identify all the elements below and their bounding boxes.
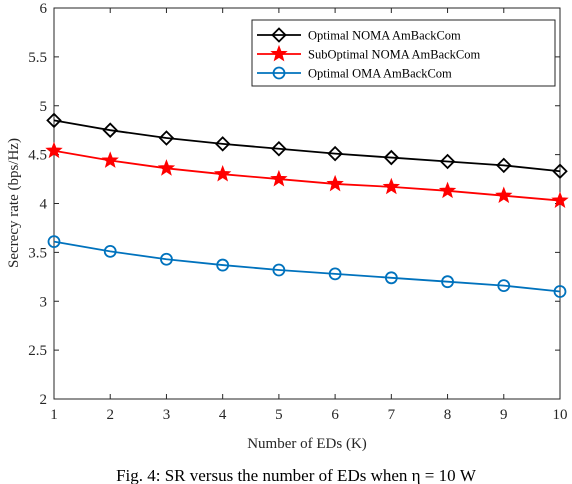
y-tick-label: 5 bbox=[40, 99, 48, 115]
legend-marker-diamond bbox=[271, 27, 287, 43]
x-tick-label: 8 bbox=[444, 407, 452, 423]
legend-label: SubOptimal NOMA AmBackCom bbox=[308, 48, 481, 62]
y-tick-label: 2 bbox=[40, 392, 48, 408]
series-line bbox=[53, 149, 561, 202]
data-point-diamond bbox=[439, 153, 456, 170]
legend-box bbox=[251, 19, 556, 87]
data-point-circle bbox=[216, 258, 230, 272]
legend-label: Optimal NOMA AmBackCom bbox=[308, 29, 461, 43]
legend-marker-star bbox=[270, 44, 288, 62]
data-point-circle bbox=[160, 252, 173, 266]
legend-item: Optimal OMA AmBackCom bbox=[257, 67, 452, 81]
data-point-diamond bbox=[158, 130, 175, 146]
series-2 bbox=[45, 141, 569, 208]
data-point-diamond bbox=[552, 163, 568, 180]
data-point-diamond bbox=[271, 140, 287, 157]
x-tick-label: 10 bbox=[553, 407, 568, 423]
data-point-diamond bbox=[496, 157, 512, 174]
data-point-circle bbox=[384, 271, 398, 285]
x-tick-label: 2 bbox=[106, 407, 114, 423]
series-line bbox=[53, 119, 561, 173]
y-tick-label: 3.5 bbox=[28, 245, 47, 261]
data-point-circle bbox=[497, 279, 511, 293]
series-1 bbox=[46, 112, 568, 180]
legend: Optimal NOMA AmBackCom SubOptimal NOMA Am… bbox=[251, 19, 556, 87]
data-point-star bbox=[157, 159, 176, 176]
data-point-star bbox=[495, 186, 513, 204]
data-point-diamond bbox=[383, 149, 400, 166]
y-axis-label: Secrecy rate (bps/Hz) bbox=[6, 138, 22, 268]
legend-item: Optimal NOMA AmBackCom bbox=[257, 27, 461, 43]
figure-caption: Fig. 4: SR versus the number of EDs when… bbox=[116, 466, 477, 484]
x-tick-label: 5 bbox=[275, 407, 283, 423]
x-axis-label: Number of EDs (K) bbox=[247, 436, 367, 452]
x-tick-label: 3 bbox=[163, 407, 171, 423]
data-point-star bbox=[45, 141, 63, 159]
data-point-diamond bbox=[46, 112, 62, 129]
data-point-star bbox=[270, 169, 288, 187]
y-tick-label: 2.5 bbox=[28, 343, 47, 359]
data-point-star bbox=[213, 165, 232, 182]
data-point-circle bbox=[272, 263, 286, 277]
legend-label: Optimal OMA AmBackCom bbox=[308, 67, 452, 81]
x-tick-label: 6 bbox=[331, 407, 339, 423]
x-tick-label: 9 bbox=[500, 407, 508, 423]
y-tick-label: 4.5 bbox=[28, 148, 47, 164]
series-line bbox=[53, 240, 561, 293]
y-tick-label: 3 bbox=[40, 294, 48, 310]
x-tick-label: 7 bbox=[388, 407, 396, 423]
series-3 bbox=[47, 235, 567, 298]
x-tick-label: 4 bbox=[219, 407, 227, 423]
series-group bbox=[45, 112, 569, 298]
data-point-diamond bbox=[214, 136, 231, 152]
data-point-star bbox=[326, 174, 344, 192]
data-point-star bbox=[101, 151, 119, 168]
data-point-circle bbox=[328, 267, 342, 281]
legend-item: SubOptimal NOMA AmBackCom bbox=[257, 44, 481, 62]
data-point-diamond bbox=[327, 145, 343, 162]
y-tick-label: 4 bbox=[40, 197, 48, 213]
y-tick-label: 5.5 bbox=[28, 50, 47, 66]
data-point-star bbox=[438, 181, 457, 199]
data-point-circle bbox=[553, 285, 567, 298]
data-point-circle bbox=[103, 244, 117, 258]
data-point-circle bbox=[441, 275, 454, 289]
data-point-star bbox=[382, 177, 401, 195]
data-point-diamond bbox=[102, 122, 118, 138]
legend-marker-circle bbox=[272, 66, 286, 80]
data-point-star bbox=[551, 191, 569, 208]
y-tick-label: 6 bbox=[40, 1, 48, 17]
x-tick-label: 1 bbox=[50, 407, 58, 423]
data-point-circle bbox=[47, 235, 61, 249]
